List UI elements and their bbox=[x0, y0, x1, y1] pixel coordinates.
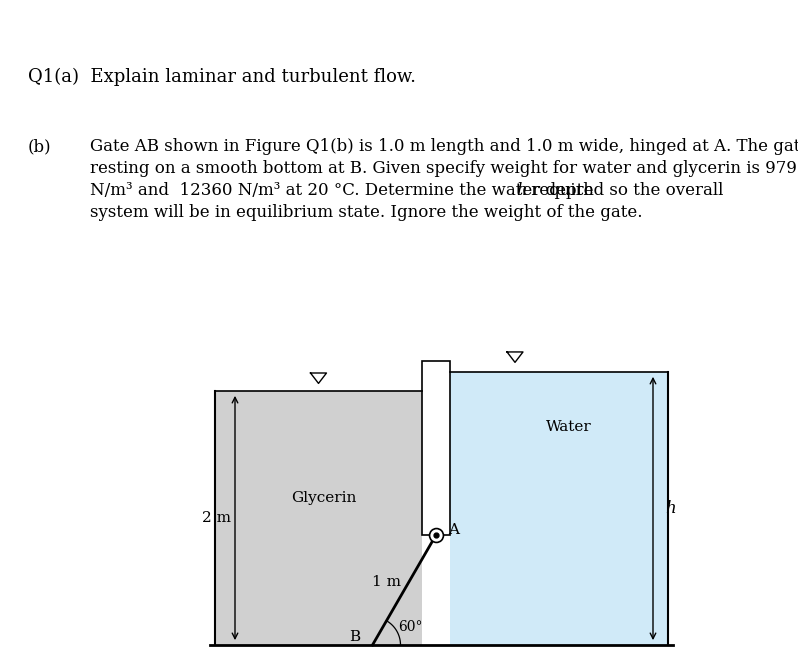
Text: Gate AB shown in Figure Q1(b) is 1.0 m length and 1.0 m wide, hinged at A. The g: Gate AB shown in Figure Q1(b) is 1.0 m l… bbox=[90, 138, 798, 155]
Text: Water: Water bbox=[546, 420, 592, 434]
Text: required so the overall: required so the overall bbox=[526, 182, 723, 199]
Text: B: B bbox=[349, 630, 360, 644]
Text: Q1(a)  Explain laminar and turbulent flow.: Q1(a) Explain laminar and turbulent flow… bbox=[28, 68, 416, 87]
Text: N/m³ and  12360 N/m³ at 20 °C. Determine the water depth: N/m³ and 12360 N/m³ at 20 °C. Determine … bbox=[90, 182, 599, 199]
Text: h: h bbox=[516, 182, 527, 199]
Text: 1 m: 1 m bbox=[372, 575, 401, 589]
Text: h: h bbox=[666, 500, 677, 517]
Bar bbox=[215, 391, 422, 645]
Bar bbox=[422, 361, 450, 535]
Text: 2 m: 2 m bbox=[203, 511, 231, 525]
Text: system will be in equilibrium state. Ignore the weight of the gate.: system will be in equilibrium state. Ign… bbox=[90, 204, 642, 221]
Bar bbox=[450, 372, 668, 645]
Text: (b): (b) bbox=[28, 138, 52, 155]
Text: 60°: 60° bbox=[398, 620, 423, 634]
Text: resting on a smooth bottom at B. Given specify weight for water and glycerin is : resting on a smooth bottom at B. Given s… bbox=[90, 160, 798, 177]
Text: A: A bbox=[448, 523, 459, 537]
Text: Glycerin: Glycerin bbox=[290, 491, 356, 505]
